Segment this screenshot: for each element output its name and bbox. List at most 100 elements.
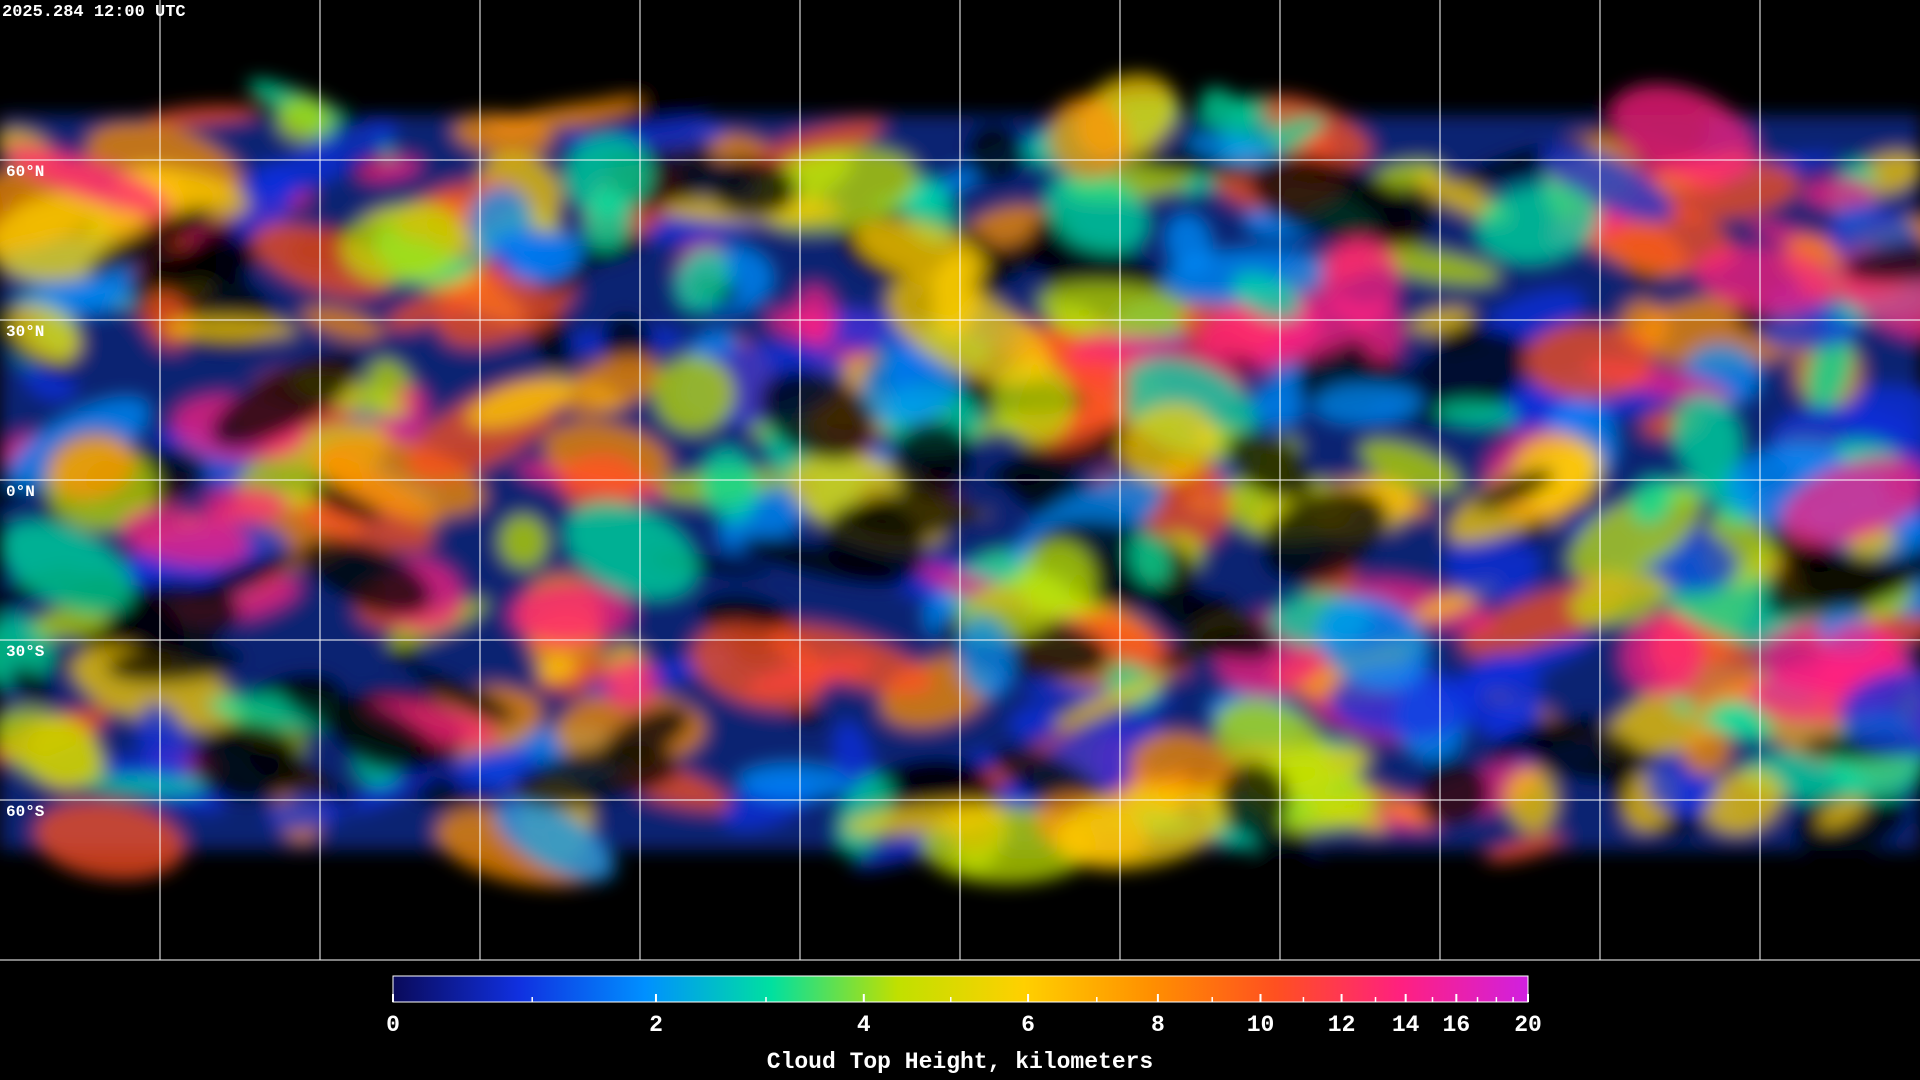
- cloud-patch: [300, 304, 384, 341]
- cloud-patch: [1158, 622, 1253, 670]
- cloud-patch: [1249, 154, 1412, 246]
- cloud-patch: [357, 156, 423, 184]
- cloud-patch: [1353, 781, 1437, 829]
- cloud-patch: [1686, 676, 1764, 723]
- cloud-patch: [1682, 728, 1733, 776]
- cloud-patch: [110, 580, 242, 648]
- cloud-patch: [1434, 400, 1517, 428]
- cloud-patch: [1805, 329, 1854, 413]
- latitude-label: 60°S: [6, 803, 45, 821]
- cloud-patch: [506, 583, 634, 645]
- cloud-patch: [1485, 710, 1606, 761]
- cloud-patch: [1147, 583, 1278, 661]
- cloud-patch: [736, 762, 849, 802]
- cloud-patch: [32, 606, 110, 639]
- cloud-patch: [1017, 539, 1097, 619]
- cloud-patch: [1611, 84, 1757, 183]
- cloud-patch: [383, 288, 471, 333]
- cloud-patch: [1054, 787, 1227, 870]
- cloud-patch: [511, 745, 682, 808]
- cloud-patch: [509, 230, 586, 283]
- cloud-patch: [1007, 701, 1064, 741]
- cloud-patch: [1197, 292, 1372, 363]
- cloud-patch: [0, 707, 106, 789]
- colorbar-tick-label: 6: [1021, 1012, 1035, 1038]
- colorbar-tick-label: 0: [386, 1012, 400, 1038]
- cloud-patch: [468, 185, 533, 257]
- cloud-patch: [1258, 487, 1390, 586]
- cloud-patch: [1217, 761, 1290, 837]
- cloud-patch: [956, 614, 1015, 700]
- colorbar-tick-label: 20: [1514, 1012, 1542, 1038]
- cloud-patch: [674, 247, 730, 313]
- cloud-patch: [963, 119, 1027, 186]
- cloud-patch: [84, 775, 213, 796]
- cloud-patch: [1539, 142, 1675, 223]
- cloud-patch: [739, 117, 885, 177]
- colorbar-tick-label: 16: [1443, 1012, 1471, 1038]
- latitude-label: 60°N: [6, 163, 44, 181]
- cloud-patch: [559, 354, 663, 417]
- graticule: 60°N 30°N 0°N 30°S 60°S: [0, 0, 1920, 960]
- latitude-label: 30°N: [6, 323, 44, 341]
- cloud-patch: [1252, 381, 1304, 429]
- cloud-patch: [1484, 833, 1566, 863]
- cloud-patch: [466, 375, 575, 429]
- cloud-patch: [1351, 577, 1495, 633]
- cloud-patch: [310, 481, 382, 522]
- cloud-patch: [1524, 322, 1654, 400]
- cloud-patch: [983, 422, 1146, 489]
- cloud-patch: [1053, 673, 1172, 730]
- cloud-patch: [135, 702, 191, 780]
- cloud-patch: [535, 656, 577, 683]
- cloud-patch: [1569, 570, 1669, 627]
- cloud-patch: [1842, 241, 1920, 283]
- cloud-patch: [854, 218, 988, 284]
- latitude-label: 0°N: [6, 483, 35, 501]
- cloud-patch: [1043, 169, 1150, 254]
- cloud-patch: [859, 344, 964, 425]
- cloud-patch: [1213, 698, 1330, 786]
- cloud-patch: [1839, 667, 1920, 758]
- cloud-patch: [211, 347, 363, 448]
- cloud-patch: [600, 705, 691, 765]
- colorbar-tick-label: 10: [1247, 1012, 1275, 1038]
- cloud-patch: [47, 431, 135, 501]
- colorbar-tick-label: 14: [1392, 1012, 1420, 1038]
- cloud-patch: [652, 354, 735, 435]
- cloud-patch: [1694, 244, 1836, 314]
- cloud-patch: [1415, 756, 1491, 831]
- cloud-patch: [1474, 183, 1599, 265]
- cloud-patch: [1759, 312, 1861, 351]
- cloud-patch: [759, 368, 877, 461]
- colorbar-gradient: [392, 975, 1529, 1003]
- cloud-patch: [1129, 730, 1229, 799]
- cloud-patch: [1817, 797, 1866, 829]
- colorbar-label: Cloud Top Height, kilometers: [767, 1049, 1153, 1075]
- colorbar-tick-label: 4: [857, 1012, 871, 1038]
- cloud-patch: [3, 143, 170, 214]
- cloud-patch: [1781, 456, 1920, 546]
- cloud-patch: [403, 661, 515, 723]
- cloud-patch: [1708, 700, 1774, 740]
- cloud-patch: [308, 452, 444, 527]
- cloud-patch: [201, 486, 289, 524]
- cloud-patch: [1127, 531, 1171, 586]
- colorbar-tick-label: 8: [1151, 1012, 1165, 1038]
- cloud-patch: [1114, 149, 1256, 179]
- cloud-patch: [1630, 475, 1674, 525]
- cloud-patch: [558, 451, 646, 515]
- cloud-patch: [1164, 212, 1213, 273]
- cloud-patch: [1443, 526, 1541, 602]
- cloud-patch: [1251, 821, 1318, 878]
- latitude-label: 30°S: [6, 643, 45, 661]
- cloud-patch: [563, 135, 653, 215]
- cloud-patch: [1312, 382, 1423, 426]
- colorbar-tick-label: 2: [649, 1012, 663, 1038]
- cloud-patch: [275, 96, 331, 143]
- cloud-patch: [266, 794, 346, 832]
- cloud-patch: [1048, 96, 1128, 180]
- cloud-patch: [1320, 236, 1401, 324]
- cloud-patch: [341, 202, 465, 285]
